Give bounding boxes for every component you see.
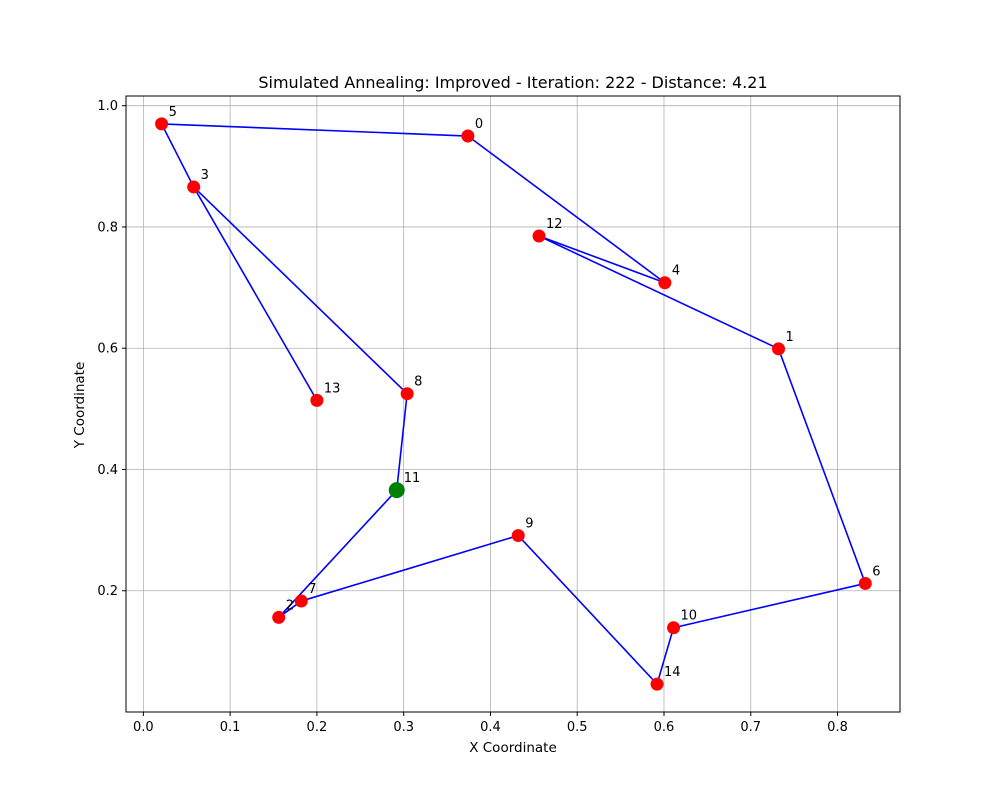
x-tick-label: 0.1 bbox=[220, 720, 241, 735]
city-marker bbox=[511, 529, 525, 543]
city-label: 4 bbox=[672, 264, 680, 279]
city-label: 8 bbox=[414, 375, 422, 390]
x-tick-label: 0.5 bbox=[567, 720, 588, 735]
city-label: 13 bbox=[324, 381, 341, 396]
city-label: 3 bbox=[201, 168, 209, 183]
points-layer bbox=[155, 117, 872, 691]
x-tick-label: 0.0 bbox=[133, 720, 154, 735]
city-label: 2 bbox=[286, 598, 294, 613]
x-tick-label: 0.4 bbox=[480, 720, 501, 735]
y-tick-label: 0.8 bbox=[97, 220, 118, 235]
ticks-layer: 0.0 0.1 0.2 0.3 0.4 0.5 0.6 0.7 0.8 0.2 0.4 0.6 0.8 1… bbox=[97, 99, 848, 735]
city-marker bbox=[461, 129, 475, 143]
city-marker bbox=[294, 594, 308, 608]
x-axis-label: X Coordinate bbox=[469, 740, 557, 756]
city-label: 1 bbox=[786, 330, 794, 345]
grid-layer bbox=[126, 96, 900, 712]
city-label: 10 bbox=[681, 609, 698, 624]
x-tick-label: 0.7 bbox=[740, 720, 761, 735]
x-tick-label: 0.3 bbox=[393, 720, 414, 735]
city-label: 11 bbox=[404, 471, 421, 486]
city-marker bbox=[272, 610, 286, 624]
city-marker bbox=[400, 387, 414, 401]
city-marker bbox=[658, 276, 672, 290]
city-marker bbox=[858, 576, 872, 590]
city-label: 9 bbox=[525, 517, 533, 532]
x-tick-label: 0.2 bbox=[307, 720, 328, 735]
city-marker bbox=[772, 342, 786, 356]
start-city-marker bbox=[388, 482, 405, 499]
city-marker bbox=[310, 393, 324, 407]
city-marker bbox=[155, 117, 169, 131]
city-marker bbox=[187, 180, 201, 194]
city-label: 0 bbox=[475, 117, 483, 132]
city-marker bbox=[650, 677, 664, 691]
city-label: 5 bbox=[169, 105, 177, 120]
city-label: 6 bbox=[872, 564, 880, 579]
y-axis-label: Y Coordinate bbox=[72, 362, 88, 450]
city-marker bbox=[532, 229, 546, 243]
x-tick-label: 0.6 bbox=[654, 720, 675, 735]
y-tick-label: 0.4 bbox=[97, 463, 118, 478]
chart-title: Simulated Annealing: Improved - Iteratio… bbox=[258, 73, 767, 92]
city-marker bbox=[667, 621, 681, 635]
y-tick-label: 0.2 bbox=[97, 584, 118, 599]
plot-frame bbox=[125, 95, 901, 713]
city-label: 12 bbox=[546, 217, 563, 232]
y-tick-label: 1.0 bbox=[97, 99, 118, 114]
y-tick-label: 0.6 bbox=[97, 342, 118, 357]
city-label: 7 bbox=[308, 582, 316, 597]
city-label: 14 bbox=[664, 665, 681, 680]
x-tick-label: 0.8 bbox=[827, 720, 848, 735]
